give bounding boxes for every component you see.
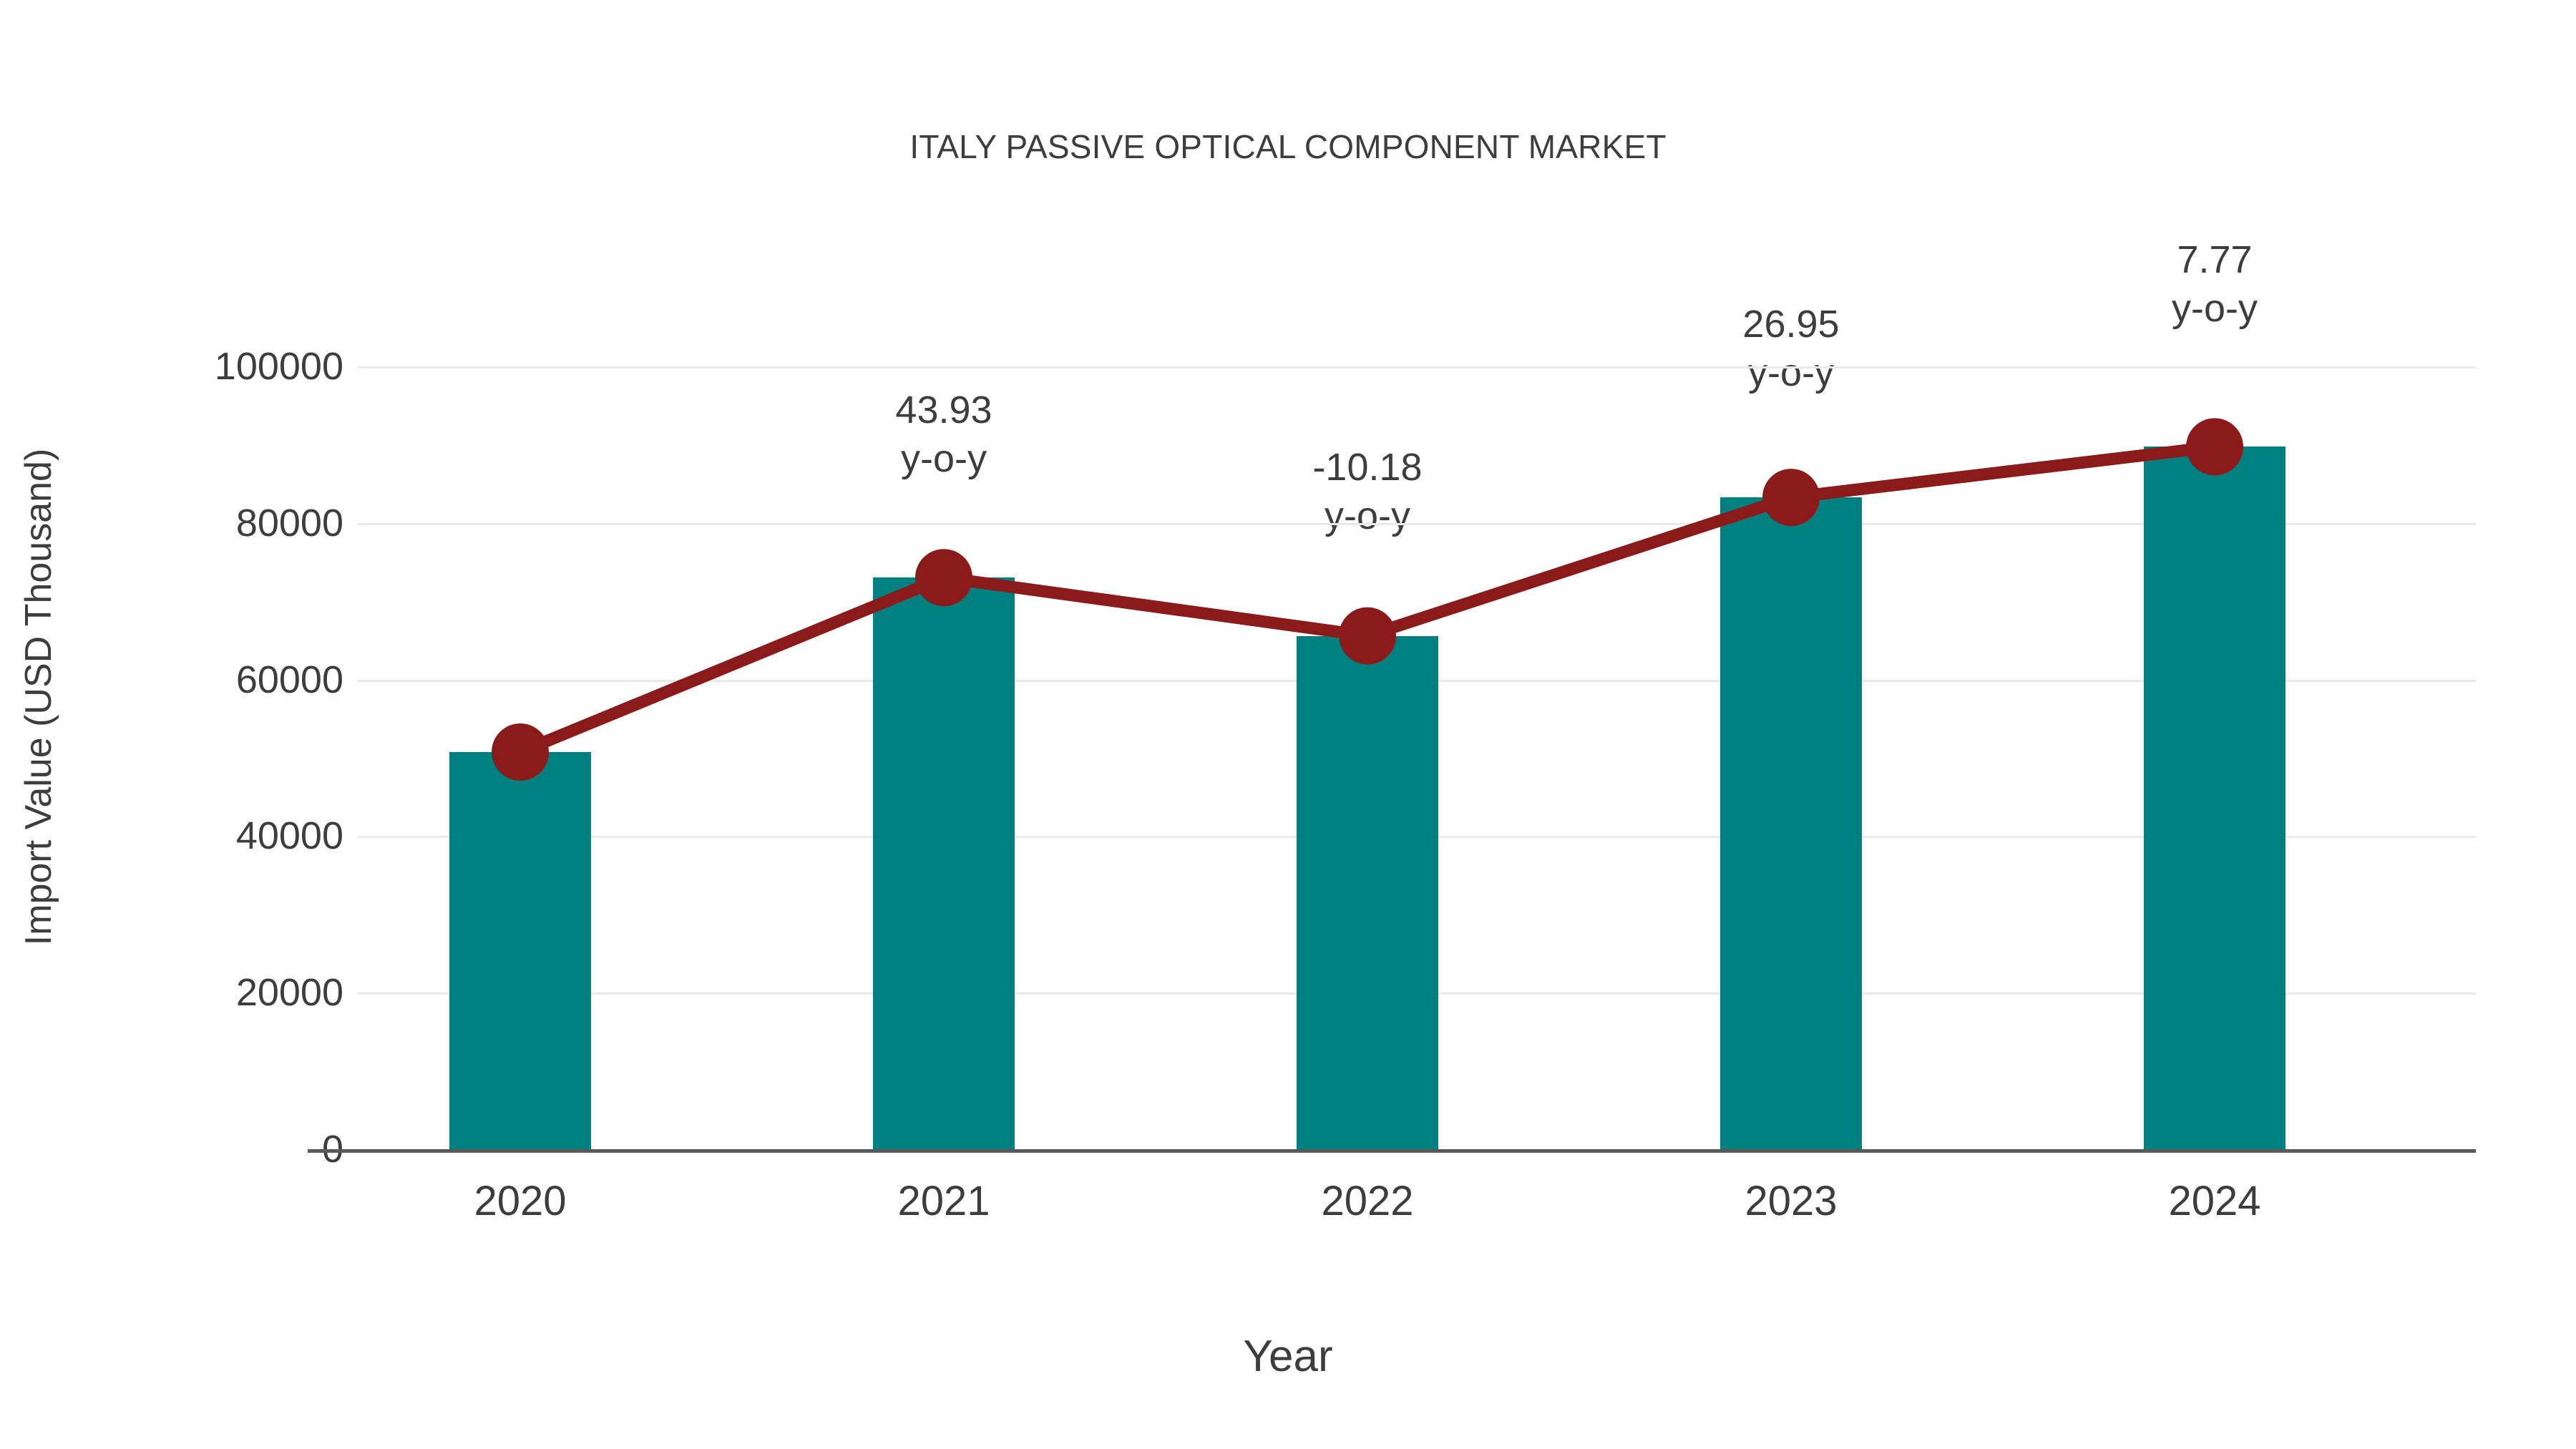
- annotation-value: 43.93: [895, 389, 992, 431]
- annotation-unit: y-o-y: [1324, 494, 1410, 537]
- marker-2022[interactable]: [1339, 607, 1396, 665]
- chart-title: ITALY PASSIVE OPTICAL COMPONENT MARKET: [909, 128, 1667, 165]
- marker-2023[interactable]: [1762, 469, 1820, 527]
- annotation-unit: y-o-y: [1748, 351, 1834, 394]
- annotation-2023: 26.95 y-o-y: [1641, 301, 1941, 397]
- x-tick-label: 2024: [2168, 1178, 2261, 1224]
- gridline: [358, 523, 2476, 525]
- annotation-2024: 7.77 y-o-y: [2064, 236, 2365, 333]
- bar-2021[interactable]: [873, 577, 1015, 1149]
- x-tick-label: 2023: [1745, 1178, 1838, 1224]
- x-axis-title: Year: [1243, 1332, 1333, 1381]
- x-tick-label: 2022: [1321, 1178, 1414, 1224]
- line-series-overlay: [492, 418, 2243, 781]
- y-axis-title: Import Value (USD Thousand): [18, 448, 59, 946]
- annotation-value: 7.77: [2177, 238, 2253, 281]
- marker-2020[interactable]: [492, 723, 549, 781]
- x-axis-line: [308, 1149, 2476, 1153]
- bar-2022[interactable]: [1297, 635, 1438, 1149]
- y-tick-label: 60000: [235, 658, 343, 701]
- x-tick-label: 2020: [474, 1178, 567, 1224]
- y-tick-label: 40000: [235, 814, 343, 857]
- plot-area: [308, 336, 2476, 1153]
- annotation-value: 26.95: [1742, 303, 1840, 346]
- y-tick-label: 100000: [214, 345, 343, 388]
- yoy-line: [514, 440, 2221, 758]
- bar-2020[interactable]: [449, 752, 591, 1149]
- marker-2021[interactable]: [915, 549, 972, 607]
- annotation-2021: 43.93 y-o-y: [794, 386, 1094, 483]
- bar-2023[interactable]: [1720, 497, 1862, 1149]
- gridline: [358, 366, 2476, 369]
- x-tick-label: 2021: [897, 1178, 990, 1224]
- annotation-unit: y-o-y: [2172, 286, 2258, 330]
- annotation-unit: y-o-y: [901, 436, 987, 480]
- annotation-value: -10.18: [1312, 446, 1423, 489]
- y-tick-label: 80000: [235, 502, 343, 545]
- annotation-2022: -10.18 y-o-y: [1217, 444, 1518, 540]
- bar-2024[interactable]: [2144, 447, 2285, 1149]
- y-tick-label: 20000: [235, 971, 343, 1014]
- marker-2024[interactable]: [2186, 418, 2243, 476]
